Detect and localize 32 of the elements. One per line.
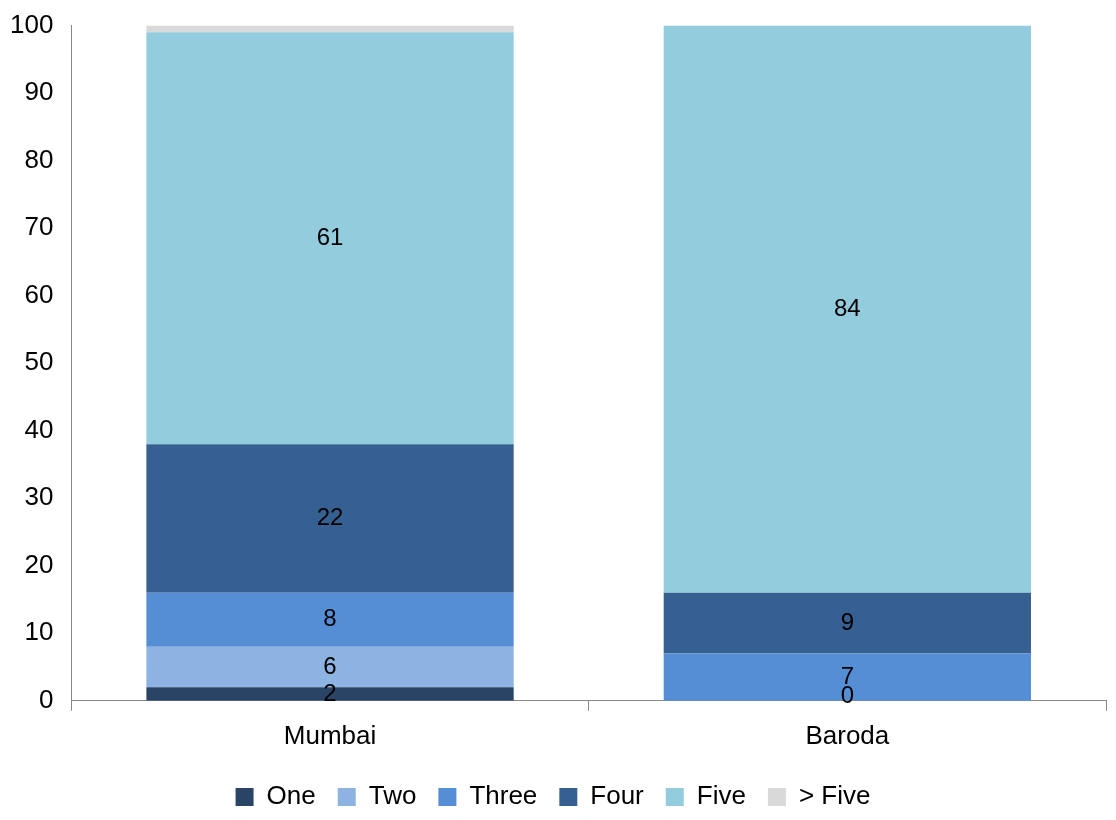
data-label: 6 [323, 651, 337, 679]
x-tick-label: Mumbai [283, 719, 377, 750]
y-tick-label: 20 [24, 548, 54, 579]
bar [663, 592, 1031, 654]
legend-label: One [266, 780, 316, 811]
legend-label: Four [590, 780, 645, 811]
data-label: 61 [316, 222, 344, 250]
y-tick-label: 70 [24, 211, 54, 242]
y-tick-label: 100 [9, 8, 54, 39]
data-label: 22 [316, 503, 344, 531]
y-tick-label: 30 [24, 481, 54, 512]
bar [663, 25, 1031, 593]
y-tick-label: 50 [24, 346, 54, 377]
y-tick-label: 40 [24, 413, 54, 444]
legend-label: Two [368, 780, 417, 811]
x-tick-label: Baroda [805, 719, 890, 750]
data-label: 84 [833, 293, 861, 321]
bar [663, 653, 1031, 701]
bar [146, 444, 514, 593]
legend-label: > Five [798, 780, 871, 811]
bar [146, 32, 514, 445]
y-tick-label: 80 [24, 143, 54, 174]
legend-label: Three [469, 780, 538, 811]
y-tick-label: 60 [24, 278, 54, 309]
bar [146, 592, 514, 647]
y-tick-label: 0 [38, 683, 54, 714]
data-label: 9 [840, 607, 855, 635]
y-tick-label: 10 [24, 616, 54, 647]
data-label: 2 [323, 678, 337, 706]
y-tick-label: 90 [24, 76, 54, 107]
legend-label: Five [696, 780, 746, 811]
data-label: 8 [323, 604, 337, 632]
